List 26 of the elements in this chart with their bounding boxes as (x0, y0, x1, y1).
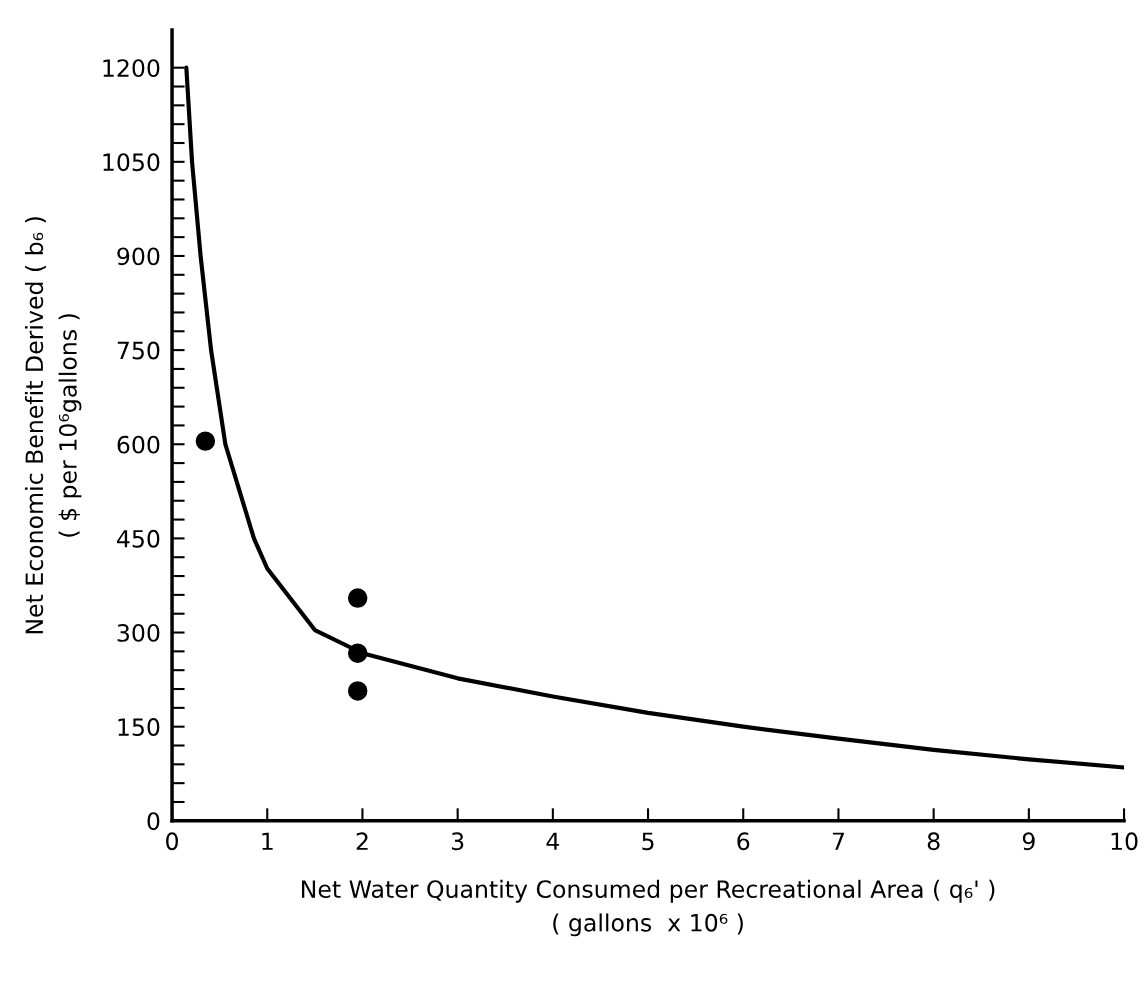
y-tick-label: 0 (147, 812, 160, 831)
x-tick-label: 3 (451, 832, 464, 851)
x-axis-title: Net Water Quantity Consumed per Recreational Area ( q₆' ) ( gallons x 10⁶ ) (302, 879, 995, 937)
x-tick-label: 7 (832, 832, 844, 850)
y-axis-title: Net Economic Benefit Derived ( b₆ ) ( $ per 10⁶gallons ) (24, 217, 82, 634)
x-tick-label: 2 (356, 832, 368, 850)
x-tick-label: 1 (262, 832, 273, 850)
y-tick-label: 450 (117, 529, 160, 548)
x-tick-label: 9 (1022, 832, 1035, 851)
point (195, 431, 216, 451)
y-tick-label: 900 (117, 247, 160, 266)
point (347, 643, 368, 663)
y-tick-label: 1200 (103, 59, 160, 77)
x-tick-label: 8 (927, 832, 940, 851)
y-tick-label: 750 (117, 341, 160, 360)
x-tick-label: 5 (642, 832, 654, 851)
y-tick-label: 600 (117, 435, 160, 454)
y-tick-label: 1050 (103, 153, 160, 172)
point (347, 681, 368, 701)
point (347, 588, 368, 608)
x-tick-label: 6 (737, 832, 750, 851)
x-tick-label: 0 (166, 832, 178, 851)
y-tick-label: 300 (117, 623, 160, 642)
x-tick-label: 4 (546, 832, 560, 850)
x-tick-label: 10 (1111, 832, 1138, 851)
y-tick-label: 150 (118, 718, 160, 736)
